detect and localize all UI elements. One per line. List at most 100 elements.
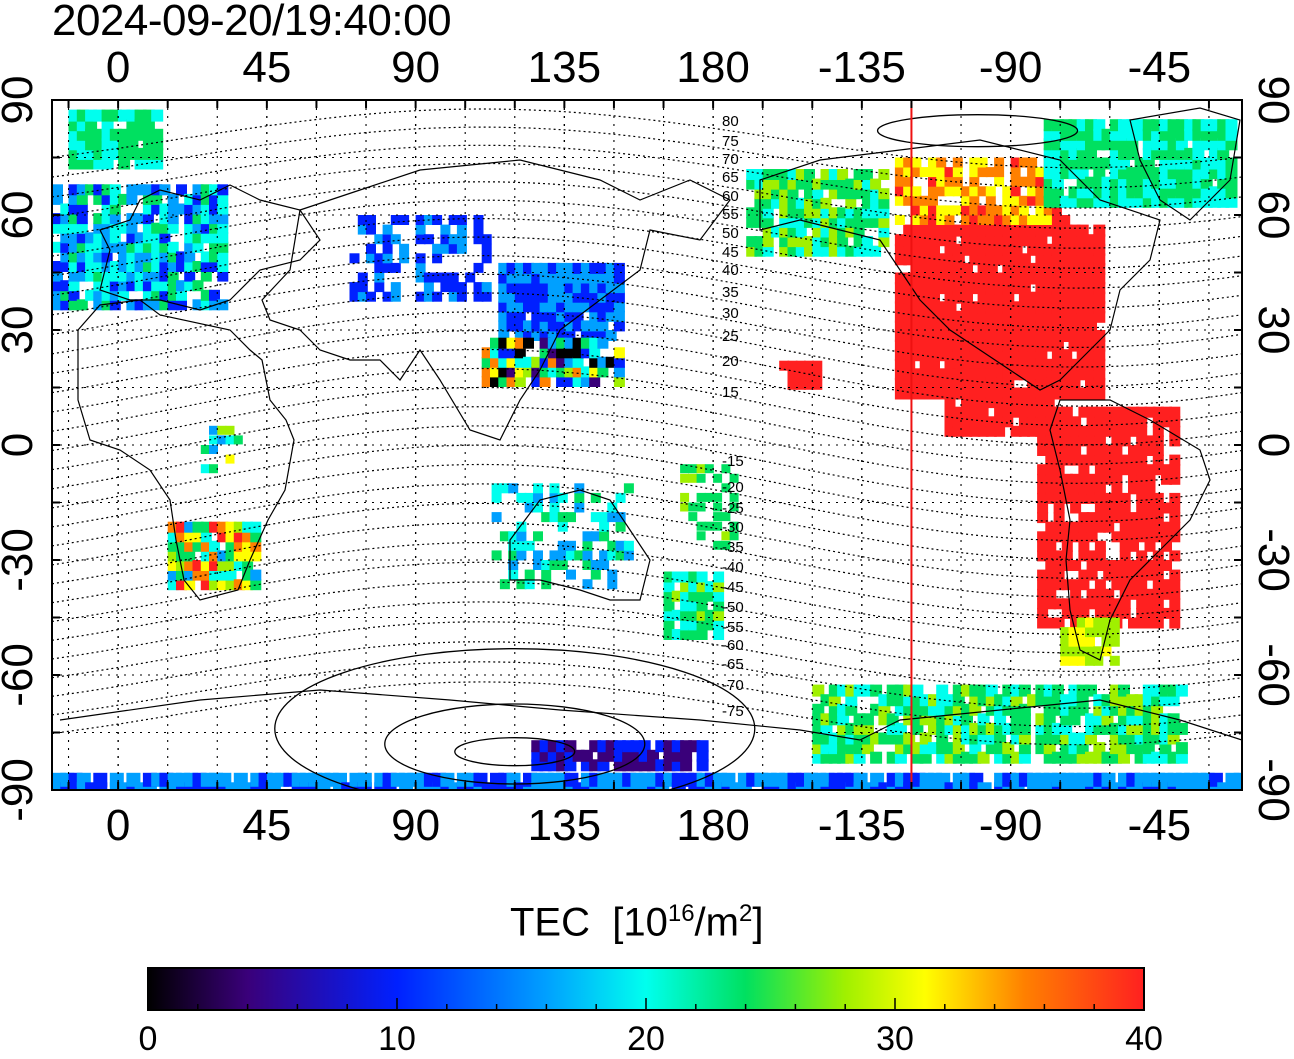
tec-cell — [200, 579, 212, 591]
tec-cell — [498, 282, 510, 294]
contour-line — [52, 661, 1242, 728]
colorbar-tick-label: 30 — [876, 1020, 914, 1058]
tec-cell — [557, 550, 568, 561]
tec-cell — [1103, 416, 1115, 428]
y-tick-label-left: 0 — [0, 433, 42, 457]
tec-cell — [969, 253, 982, 266]
tec-cell — [498, 366, 510, 378]
tec-cell — [944, 387, 956, 399]
tec-cell — [994, 425, 1006, 437]
tec-cell — [704, 521, 714, 531]
tec-cell — [366, 253, 376, 264]
tec-cell — [589, 291, 601, 303]
tec-cell — [572, 320, 584, 332]
tec-cell — [1018, 387, 1030, 399]
tec-cell — [481, 282, 492, 293]
tec-cell — [556, 366, 568, 378]
tec-cell — [713, 609, 725, 621]
tec-cell — [390, 234, 401, 245]
tec-cell — [713, 629, 725, 640]
tec-cell — [961, 406, 972, 418]
tec-cell — [1002, 368, 1014, 380]
tec-cell — [837, 216, 849, 228]
tec-cell — [894, 722, 907, 735]
y-tick-label-left: 60 — [0, 190, 42, 240]
tec-cell — [1070, 607, 1082, 619]
tec-cell — [969, 368, 981, 380]
y-tick-label-right: 60 — [1249, 190, 1294, 240]
tec-cell — [209, 579, 220, 591]
tec-cell — [969, 215, 980, 225]
tec-cell — [1010, 387, 1022, 399]
tec-cell — [977, 205, 988, 216]
tec-cell — [1152, 607, 1164, 619]
tec-cell — [688, 571, 700, 583]
tec-cell — [754, 245, 766, 257]
tec-cell — [1037, 588, 1049, 600]
tec-cell — [242, 782, 257, 790]
tec-cell — [481, 356, 493, 368]
tec-cell — [961, 416, 972, 428]
tec-cell — [134, 280, 146, 292]
tec-cell — [192, 569, 204, 581]
tec-cell — [448, 782, 463, 790]
tec-cell — [556, 310, 568, 322]
tec-cell — [729, 492, 739, 502]
tec-cell — [1152, 550, 1164, 562]
tec-cell — [1035, 205, 1046, 216]
tec-cell — [200, 464, 210, 474]
tec-cell — [1043, 713, 1056, 726]
tec-cell — [696, 590, 708, 602]
tec-cell — [514, 366, 526, 378]
tec-cell — [1070, 473, 1082, 485]
tec-cell — [1037, 512, 1049, 524]
tec-cell — [812, 703, 825, 716]
tec-cell — [580, 330, 592, 341]
tec-cell — [481, 366, 493, 378]
tec-cell — [795, 245, 807, 257]
tec-cell — [1053, 464, 1065, 476]
tec-cell — [580, 301, 592, 313]
tec-cell — [101, 251, 113, 263]
south-america-coast — [1049, 399, 1211, 661]
tec-cell — [1060, 349, 1073, 362]
tec-cell — [894, 751, 907, 764]
tec-cell — [870, 216, 882, 228]
tec-cell — [374, 282, 385, 293]
tec-cell — [1169, 492, 1181, 504]
tec-cell — [820, 236, 832, 248]
tec-cell — [1161, 540, 1172, 552]
tec-cell — [1078, 569, 1090, 581]
tec-cell — [200, 521, 212, 533]
tec-cell — [1103, 588, 1115, 600]
tec-cell — [366, 215, 376, 225]
tec-cell — [713, 571, 725, 583]
tec-cell — [837, 169, 849, 180]
tec-cell — [448, 291, 459, 302]
tec-cell — [1078, 512, 1090, 524]
tec-cell — [961, 425, 972, 437]
tec-cell — [572, 347, 584, 359]
tec-cell — [680, 464, 690, 474]
tec-cell — [101, 184, 113, 196]
tec-cell — [961, 215, 971, 225]
tec-cell — [159, 213, 171, 225]
contour-line — [52, 367, 1242, 446]
tec-cell — [977, 253, 990, 266]
tec-cell — [804, 207, 815, 219]
tec-cell — [539, 320, 551, 332]
tec-cell — [853, 751, 866, 764]
tec-cell — [762, 236, 774, 248]
x-tick-label-bottom: 45 — [242, 801, 292, 850]
contour-labels: 8075706560555045403530252015-15-20-25-30… — [722, 113, 744, 720]
tec-cell — [878, 188, 890, 200]
tec-cell — [184, 222, 196, 234]
tec-cell — [539, 376, 551, 387]
europe-coast — [99, 184, 321, 311]
tec-cell — [1027, 397, 1039, 409]
tec-cell — [589, 366, 601, 378]
tec-cell — [1233, 772, 1242, 787]
tec-cell — [508, 540, 519, 551]
tec-cell — [853, 178, 865, 190]
tec-cell — [870, 197, 882, 209]
